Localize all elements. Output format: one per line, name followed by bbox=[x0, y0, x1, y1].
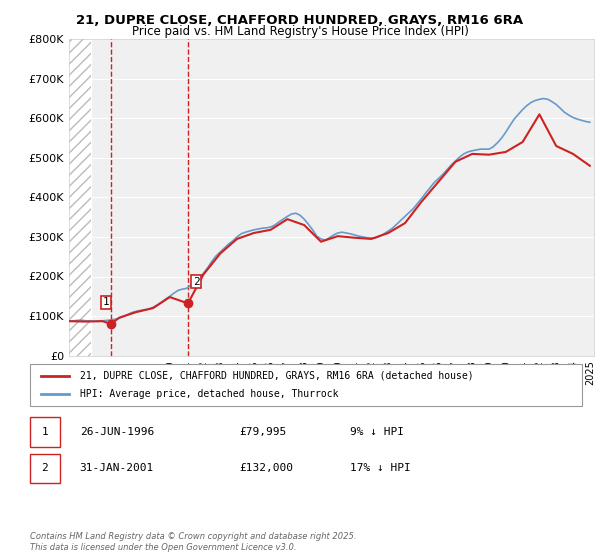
FancyBboxPatch shape bbox=[30, 454, 61, 483]
Text: 2: 2 bbox=[41, 464, 48, 473]
Text: 1: 1 bbox=[41, 427, 48, 437]
Bar bbox=[69, 39, 91, 356]
Text: 31-JAN-2001: 31-JAN-2001 bbox=[80, 464, 154, 473]
Text: 26-JUN-1996: 26-JUN-1996 bbox=[80, 427, 154, 437]
FancyBboxPatch shape bbox=[30, 417, 61, 446]
Text: £132,000: £132,000 bbox=[240, 464, 294, 473]
Text: 1: 1 bbox=[103, 297, 109, 307]
Text: Price paid vs. HM Land Registry's House Price Index (HPI): Price paid vs. HM Land Registry's House … bbox=[131, 25, 469, 38]
Text: 9% ↓ HPI: 9% ↓ HPI bbox=[350, 427, 404, 437]
Text: 21, DUPRE CLOSE, CHAFFORD HUNDRED, GRAYS, RM16 6RA: 21, DUPRE CLOSE, CHAFFORD HUNDRED, GRAYS… bbox=[76, 14, 524, 27]
Text: Contains HM Land Registry data © Crown copyright and database right 2025.
This d: Contains HM Land Registry data © Crown c… bbox=[30, 532, 356, 552]
Text: 21, DUPRE CLOSE, CHAFFORD HUNDRED, GRAYS, RM16 6RA (detached house): 21, DUPRE CLOSE, CHAFFORD HUNDRED, GRAYS… bbox=[80, 371, 473, 381]
Bar bbox=[69, 39, 91, 356]
Text: 17% ↓ HPI: 17% ↓ HPI bbox=[350, 464, 411, 473]
Text: 2: 2 bbox=[193, 277, 200, 287]
Text: HPI: Average price, detached house, Thurrock: HPI: Average price, detached house, Thur… bbox=[80, 389, 338, 399]
FancyBboxPatch shape bbox=[30, 364, 582, 406]
Text: £79,995: £79,995 bbox=[240, 427, 287, 437]
